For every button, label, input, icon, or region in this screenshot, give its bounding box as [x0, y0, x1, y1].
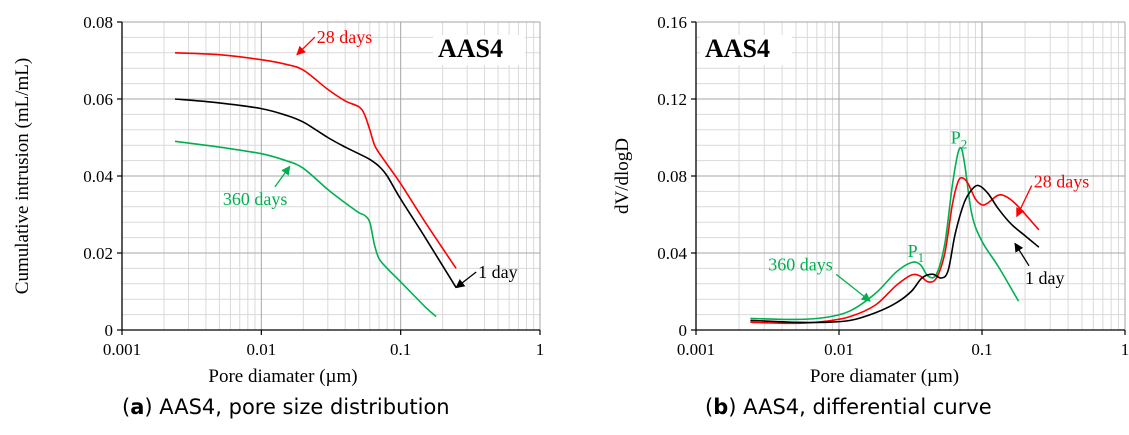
- y-tick-label: 0.08: [83, 13, 113, 32]
- chart-panel-2: 0.001 0.01 0.1 1 0 0.04 0.08 0.12 0.16 Pore diama…: [612, 13, 1129, 387]
- peak-label: P2: [951, 127, 968, 151]
- x-tick-label: 0.001: [103, 340, 141, 359]
- series-line-1-day: [750, 184, 1040, 324]
- peak-label: P1: [908, 241, 925, 265]
- series-line-28-days: [750, 176, 1040, 325]
- y-tick-label: 0.06: [83, 90, 113, 109]
- y-tick-label: 0.02: [83, 244, 113, 263]
- x-axis-label: Pore diamater (µm): [208, 366, 357, 387]
- y-tick-label: 0.08: [657, 167, 687, 186]
- x-axis-label: Pore diamater (µm): [810, 366, 959, 387]
- x-tick-label: 0.01: [246, 340, 276, 359]
- annotation-label: 360 days: [768, 254, 833, 274]
- panel-tag-background: [433, 35, 525, 65]
- annotation-arrow: [274, 165, 291, 188]
- series-line-1-day: [174, 98, 457, 289]
- x-tick-label: 0.001: [677, 340, 715, 359]
- series-line-360-days: [750, 146, 1020, 321]
- x-tick-label: 0.1: [390, 340, 411, 359]
- panel-tag: AAS4: [705, 34, 770, 63]
- series-line-360-days: [174, 140, 437, 318]
- caption-a: (a) AAS4, pore size distribution: [122, 395, 450, 419]
- annotation-arrow: [455, 271, 477, 289]
- y-tick-label: 0.04: [657, 244, 687, 263]
- panel-tag-background: [700, 35, 792, 65]
- y-tick-label: 0: [105, 321, 114, 340]
- annotation-label: 360 days: [223, 189, 288, 209]
- series-line-28-days: [174, 52, 457, 269]
- y-tick-label: 0.12: [657, 90, 687, 109]
- x-tick-label: 0.1: [971, 340, 992, 359]
- annotation-arrow: [1014, 242, 1030, 267]
- annotation-arrow: [835, 273, 871, 302]
- x-tick-label: 1: [536, 340, 545, 359]
- annotation-label: 1 day: [1025, 268, 1065, 288]
- y-tick-label: 0: [679, 321, 688, 340]
- annotation-label: 28 days: [1034, 172, 1090, 192]
- annotation-arrow: [296, 36, 316, 56]
- x-tick-label: 1: [1121, 340, 1129, 359]
- figure-canvas: 0.001 0.01 0.1 1 0 0.02 0.04 0.06 0.08 Pore diama…: [12, 13, 1129, 387]
- annotation-arrow: [1016, 185, 1033, 218]
- y-axis-label: Cumulative intrusion (mL/mL): [12, 58, 33, 294]
- panel-tag: AAS4: [438, 34, 503, 63]
- y-axis-label: dV/dlogD: [612, 138, 633, 214]
- caption-b: (b) AAS4, differential curve: [705, 395, 992, 419]
- x-tick-label: 0.01: [824, 340, 854, 359]
- y-tick-label: 0.16: [657, 13, 687, 32]
- chart-panel-1: 0.001 0.01 0.1 1 0 0.02 0.04 0.06 0.08 Pore diama…: [12, 13, 544, 387]
- annotation-label: 28 days: [317, 27, 373, 47]
- annotation-label: 1 day: [478, 262, 518, 282]
- y-tick-label: 0.04: [83, 167, 113, 186]
